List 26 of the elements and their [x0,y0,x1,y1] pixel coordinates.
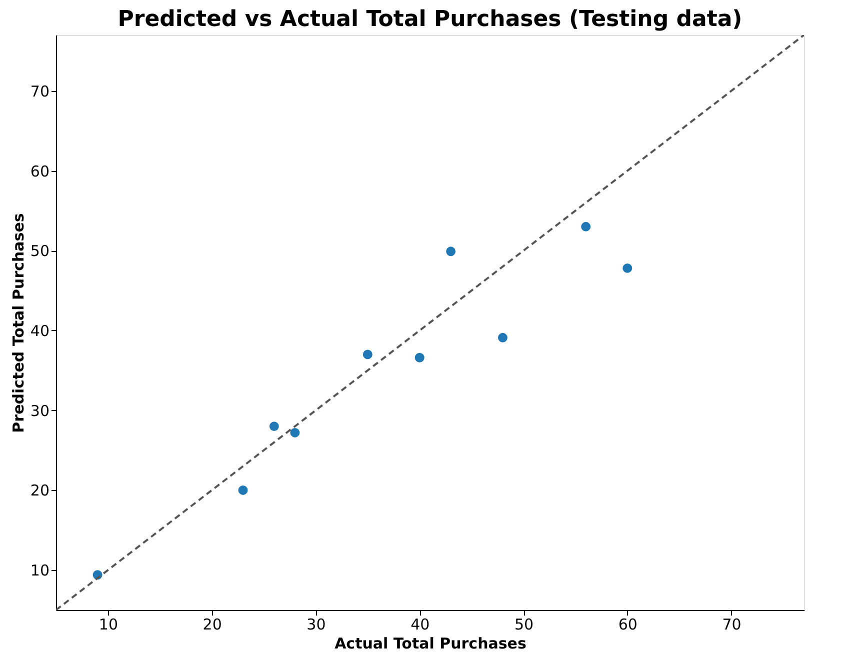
x-tick-label: 20 [202,616,222,634]
y-tick-label: 20 [30,482,50,500]
x-axis-title: Actual Total Purchases [334,634,526,652]
point [446,246,456,256]
point [581,222,591,232]
point [362,350,372,360]
x-tick-label: 40 [410,616,430,634]
y-axis-title: Predicted Total Purchases [9,213,28,433]
x-tick-label: 60 [618,616,638,634]
point [414,352,424,362]
y-tick-label: 40 [30,322,50,340]
point [269,422,279,432]
point [290,428,300,438]
chart-title: Predicted vs Actual Total Purchases (Testing data) [118,7,742,32]
y-tick-label: 70 [30,82,50,100]
x-tick-label: 10 [98,616,118,634]
y-tick-label: 30 [30,402,50,420]
y-tick-label: 60 [30,162,50,180]
point [498,332,508,342]
point [622,263,632,273]
x-tick-label: 70 [722,616,742,634]
x-tick-label: 50 [514,616,534,634]
point [238,485,248,495]
x-tick-label: 30 [306,616,326,634]
y-tick-label: 50 [30,242,50,260]
y-tick-label: 10 [30,562,50,580]
